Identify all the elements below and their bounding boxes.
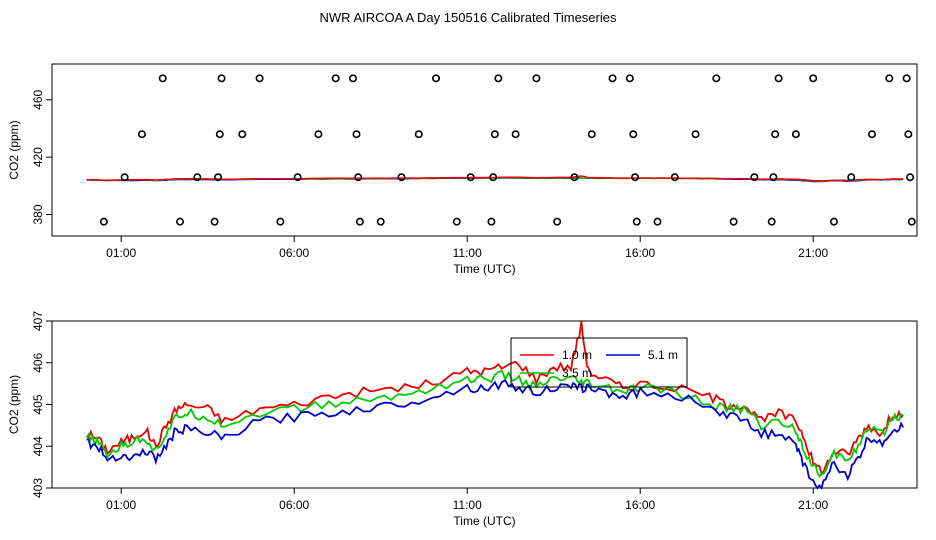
y-tick-label: 407 <box>31 311 45 331</box>
series-line-35m <box>85 369 904 479</box>
scatter-point <box>767 217 776 226</box>
x-tick-label: 11:00 <box>453 498 482 512</box>
scatter-point <box>904 130 913 139</box>
scatter-point <box>868 130 877 139</box>
scatter-point <box>670 173 679 182</box>
scatter-point <box>809 74 818 83</box>
y-axis-label: CO2 (ppm) <box>7 375 21 434</box>
legend-frame <box>510 337 688 388</box>
x-axis-label: Time (UTC) <box>453 514 515 528</box>
scatter-point <box>587 130 596 139</box>
scatter-point <box>355 217 364 226</box>
scatter-point <box>158 74 167 83</box>
y-tick-label: 460 <box>31 90 45 110</box>
scatter-point <box>210 217 219 226</box>
scatter-point <box>489 173 498 182</box>
scatter-point <box>137 130 146 139</box>
scatter-point <box>176 217 185 226</box>
scatter-point <box>907 217 916 226</box>
scatter-point <box>729 217 738 226</box>
scatter-point <box>331 74 340 83</box>
scatter-point <box>120 173 129 182</box>
top-series-line-10m <box>86 175 904 182</box>
scatter-point <box>771 130 780 139</box>
scatter-point <box>608 74 617 83</box>
scatter-point <box>712 74 721 83</box>
series-line-51m <box>86 378 904 490</box>
x-tick-label: 06:00 <box>279 498 309 512</box>
scatter-point <box>99 217 108 226</box>
scatter-point <box>214 173 223 182</box>
y-tick-label: 406 <box>31 352 45 372</box>
legend-label: 5.1 m <box>648 348 678 362</box>
plot-frame <box>51 63 918 237</box>
scatter-point <box>829 217 838 226</box>
scatter-point <box>511 130 520 139</box>
legend-label: 1.0 m <box>562 348 592 362</box>
scatter-point <box>238 130 247 139</box>
scatter-point <box>432 74 441 83</box>
scatter-point <box>629 130 638 139</box>
x-tick-label: 16:00 <box>625 246 655 260</box>
scatter-point <box>902 74 911 83</box>
scatter-point <box>215 130 224 139</box>
scatter-point <box>349 74 358 83</box>
scatter-point <box>193 173 202 182</box>
x-tick-label: 16:00 <box>625 498 655 512</box>
figure-title: NWR AIRCOA A Day 150516 Calibrated Times… <box>320 10 617 25</box>
scatter-point <box>632 217 641 226</box>
plot-frame <box>51 320 918 489</box>
top-panel-scatter: 01:00 06:00 11:00 16:00 21:00 380 420 460 Time (… <box>7 63 918 276</box>
scatter-point <box>397 173 406 182</box>
y-tick-label: 405 <box>31 394 45 414</box>
x-tick-label: 21:00 <box>798 498 828 512</box>
scatter-point <box>769 173 778 182</box>
scatter-point <box>487 217 496 226</box>
y-tick-label: 420 <box>31 147 45 167</box>
scatter-point <box>276 217 285 226</box>
scatter-point <box>691 130 700 139</box>
scatter-point <box>414 130 423 139</box>
x-axis-label: Time (UTC) <box>453 262 515 276</box>
scatter-point <box>532 74 541 83</box>
y-tick-label: 404 <box>31 436 45 456</box>
scatter-point <box>847 173 856 182</box>
scatter-point <box>774 74 783 83</box>
legend-label: 3.5 m <box>562 366 592 380</box>
scatter-point <box>217 74 226 83</box>
scatter-point <box>494 74 503 83</box>
x-tick-label: 11:00 <box>453 246 482 260</box>
scatter-point <box>255 74 264 83</box>
scatter-point <box>553 217 562 226</box>
scatter-point <box>490 130 499 139</box>
scatter-point <box>570 173 579 182</box>
scatter-point <box>466 173 475 182</box>
scatter-point <box>293 173 302 182</box>
scatter-point <box>791 130 800 139</box>
scatter-point <box>354 173 363 182</box>
x-tick-label: 21:00 <box>798 246 828 260</box>
scatter-point <box>625 74 634 83</box>
scatter-point <box>906 173 915 182</box>
scatter-point <box>352 130 361 139</box>
scatter-point <box>452 217 461 226</box>
legend: 1.0 m 5.1 m 3.5 m <box>510 337 688 388</box>
scatter-point <box>653 217 662 226</box>
x-tick-label: 06:00 <box>279 246 309 260</box>
x-tick-label: 01:00 <box>106 246 136 260</box>
series-line-10m <box>86 321 904 477</box>
y-axis-label: CO2 (ppm) <box>7 120 21 179</box>
scatter-point <box>750 173 759 182</box>
scatter-point <box>631 173 640 182</box>
y-tick-label: 403 <box>31 478 45 498</box>
y-tick-label: 380 <box>31 204 45 224</box>
scatter-point <box>314 130 323 139</box>
x-tick-label: 01:00 <box>106 498 136 512</box>
scatter-point <box>376 217 385 226</box>
bottom-panel-lines: 01:00 06:00 11:00 16:00 21:00 403 404 405 406 407… <box>7 311 918 528</box>
scatter-point <box>885 74 894 83</box>
